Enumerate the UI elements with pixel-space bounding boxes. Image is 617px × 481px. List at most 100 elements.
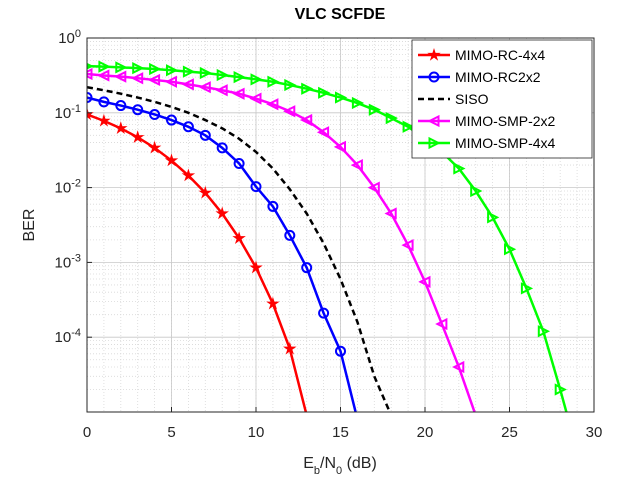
marker [537, 325, 551, 338]
marker [215, 84, 228, 97]
y-tick-label: 10-3 [55, 252, 81, 271]
marker [504, 243, 517, 256]
x-axis-label: Eb/N0 (dB) [303, 455, 377, 477]
marker [284, 229, 296, 241]
y-tick-label: 10-1 [55, 103, 81, 122]
x-tick-label: 5 [167, 424, 175, 441]
series-line [87, 96, 357, 412]
marker [98, 60, 111, 73]
marker [199, 66, 213, 80]
marker [132, 62, 145, 75]
marker [166, 64, 179, 77]
marker [87, 67, 93, 81]
marker [182, 65, 196, 78]
marker [97, 113, 111, 127]
x-tick-label: 15 [332, 424, 349, 441]
marker [318, 307, 330, 319]
marker [232, 87, 245, 100]
marker [249, 92, 262, 105]
marker [301, 262, 313, 274]
marker [87, 92, 93, 104]
marker [233, 157, 245, 169]
marker [418, 275, 431, 288]
marker [427, 47, 441, 61]
chart-title: VLC SCFDE [295, 6, 386, 23]
marker [350, 158, 363, 172]
marker [401, 239, 414, 252]
marker [267, 200, 279, 212]
marker [428, 136, 441, 150]
marker [368, 103, 382, 116]
series-line [87, 64, 568, 412]
marker [97, 69, 110, 82]
marker [115, 61, 128, 74]
x-tick-label: 25 [501, 424, 518, 441]
marker [335, 345, 346, 357]
marker [333, 140, 346, 154]
marker [402, 120, 415, 133]
series-line [87, 85, 392, 412]
marker [114, 70, 127, 83]
marker [318, 86, 331, 99]
legend-label: MIMO-RC-4x4 [455, 47, 545, 63]
marker [198, 185, 213, 199]
marker [198, 81, 211, 94]
marker [487, 211, 500, 224]
marker [181, 78, 194, 91]
y-axis-label: BER [21, 209, 38, 242]
marker [216, 68, 229, 82]
y-tick-label: 10-4 [55, 327, 81, 346]
marker [266, 296, 280, 310]
marker [216, 142, 228, 154]
marker [453, 162, 466, 175]
legend-label: SISO [455, 91, 489, 107]
marker [283, 105, 296, 118]
marker [149, 62, 162, 76]
x-tick-label: 30 [586, 424, 603, 441]
marker [115, 100, 127, 112]
marker [351, 96, 365, 110]
x-tick-label: 0 [83, 424, 91, 441]
legend-label: MIMO-SMP-2x2 [455, 113, 556, 129]
series-line [87, 113, 308, 412]
marker [267, 75, 280, 88]
marker [147, 73, 161, 87]
marker [164, 75, 177, 88]
legend-label: MIMO-SMP-4x4 [455, 135, 556, 151]
marker [385, 111, 398, 125]
marker [316, 126, 330, 139]
marker [301, 82, 314, 95]
marker [98, 96, 110, 108]
marker [250, 181, 262, 193]
y-tick-label: 10-2 [55, 178, 81, 197]
marker [166, 114, 177, 126]
marker [232, 231, 246, 245]
marker [130, 72, 144, 85]
legend: MIMO-RC-4x4 MIMO-RC2x2 SISO MIMO-SMP-2x2 MIM… [411, 39, 593, 159]
marker [199, 129, 211, 141]
marker [284, 78, 297, 92]
marker [367, 181, 380, 194]
y-tick-label: 100 [58, 28, 81, 47]
marker [428, 71, 440, 83]
marker [427, 114, 440, 128]
marker [114, 121, 128, 135]
marker [147, 140, 162, 154]
marker [132, 104, 144, 116]
marker [181, 168, 196, 182]
marker [435, 317, 448, 331]
marker [182, 121, 194, 133]
legend-label: MIMO-RC2x2 [455, 69, 541, 85]
marker [283, 341, 297, 355]
ticks: 100 10-1 10-2 10-3 10-4 0 5 10 15 20 25 30 [55, 28, 603, 441]
marker [149, 108, 161, 120]
marker [335, 91, 348, 104]
x-tick-label: 20 [417, 424, 434, 441]
marker [554, 383, 567, 396]
marker [520, 282, 534, 295]
marker [215, 206, 229, 220]
x-tick-label: 10 [248, 424, 265, 441]
marker [249, 260, 263, 274]
marker [130, 130, 145, 144]
marker [250, 73, 263, 86]
